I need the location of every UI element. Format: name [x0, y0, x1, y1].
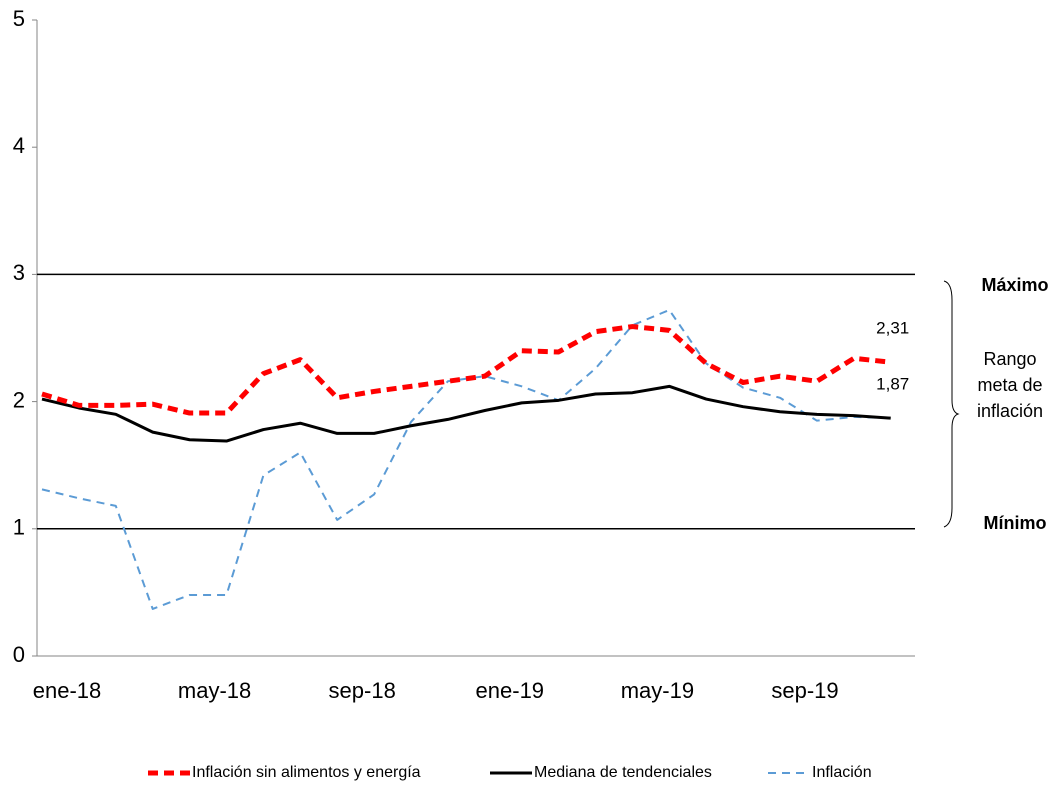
y-tick-label: 4 — [13, 133, 25, 158]
range-brace — [943, 280, 960, 528]
x-tick-label: may-18 — [178, 678, 251, 703]
x-tick-label: ene-18 — [33, 678, 102, 703]
series-line — [41, 384, 891, 443]
range-label: Rango — [983, 349, 1036, 369]
x-tick-label: ene-19 — [476, 678, 545, 703]
legend-label: Inflación sin alimentos y energía — [192, 764, 421, 781]
reference-label: Máximo — [981, 275, 1048, 295]
series-line — [41, 309, 891, 610]
y-tick-label: 1 — [13, 515, 25, 540]
x-tick-label: sep-18 — [329, 678, 396, 703]
x-tick-label: may-19 — [621, 678, 694, 703]
x-tick-label: sep-19 — [771, 678, 838, 703]
y-tick-label: 0 — [13, 642, 25, 667]
reference-label: Mínimo — [984, 513, 1047, 533]
data-label: 1,87 — [876, 375, 909, 394]
data-label: 2,31 — [876, 319, 909, 338]
y-tick-label: 5 — [13, 6, 25, 31]
range-label: meta de — [977, 375, 1042, 395]
legend-label: Mediana de tendenciales — [534, 764, 712, 781]
legend-label: Inflación — [812, 764, 872, 781]
y-tick-label: 2 — [13, 387, 25, 412]
y-tick-label: 3 — [13, 260, 25, 285]
range-label: inflación — [977, 401, 1043, 421]
series-line — [41, 324, 891, 416]
